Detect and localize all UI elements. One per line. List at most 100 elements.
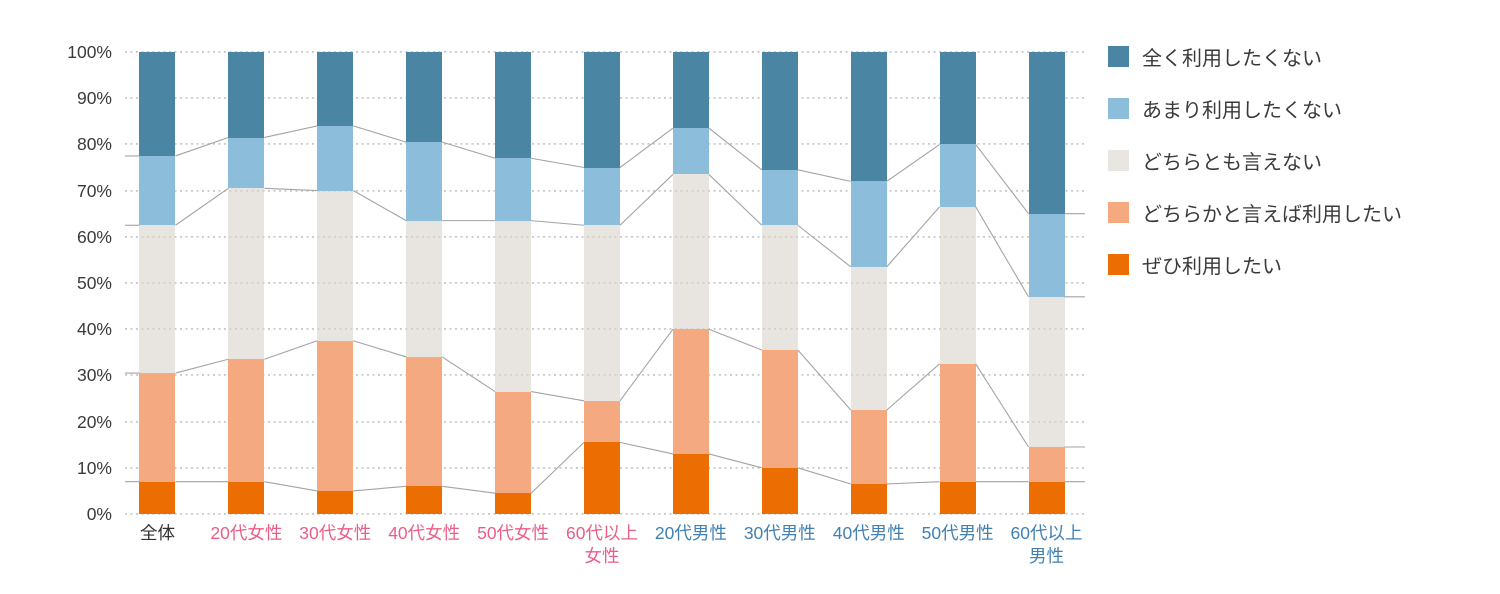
bar-segment	[495, 220, 532, 392]
connector-line	[797, 169, 851, 182]
plot-area	[113, 51, 1091, 515]
legend-swatch-icon	[1108, 202, 1129, 223]
y-tick-label: 40%	[76, 319, 112, 340]
connector-line	[353, 190, 407, 222]
x-tick-label: 40代女性	[388, 523, 461, 543]
bar-segment	[939, 144, 976, 207]
x-tick-label: 20代男性	[654, 523, 727, 543]
connector-line	[530, 391, 585, 402]
bar-segment	[317, 52, 354, 126]
legend-label: ぜひ利用したい	[1142, 256, 1282, 278]
connector-line	[619, 127, 674, 168]
bar-column-9	[850, 52, 887, 514]
connector-line	[441, 356, 496, 393]
bar-column-3	[317, 52, 354, 514]
y-tick-label: 0%	[86, 504, 112, 524]
y-tick-label: 80%	[76, 134, 112, 155]
connector-line	[886, 363, 940, 411]
connector-line	[530, 157, 585, 169]
bar-column-7	[672, 52, 709, 514]
bar-segment	[317, 340, 354, 491]
connector-line	[175, 358, 229, 374]
bar-segment	[584, 167, 620, 226]
bar-segment	[1028, 52, 1065, 214]
bar-segment	[406, 220, 443, 357]
bar-segment	[850, 483, 887, 514]
connector-line	[264, 125, 318, 139]
bar-segment	[139, 52, 176, 156]
connector-line	[175, 187, 229, 226]
connector-line	[264, 187, 318, 192]
y-tick-label: 90%	[76, 88, 112, 109]
x-tick-label: 50代女性	[477, 523, 550, 543]
bar-segment	[139, 155, 176, 226]
legend-swatch-icon	[1108, 150, 1129, 171]
bar-segment	[495, 52, 532, 159]
bar-segment	[850, 410, 887, 484]
bar-segment	[850, 181, 887, 267]
bar-segment	[228, 359, 265, 482]
bar-segment	[1028, 447, 1065, 482]
bar-segment	[672, 128, 709, 175]
grid-line	[125, 51, 1085, 53]
bar-segment	[406, 142, 443, 221]
bar-segment	[761, 350, 798, 468]
connector-line	[708, 127, 763, 171]
connector-line	[530, 441, 585, 494]
connector-line	[619, 441, 674, 455]
connector-line	[797, 349, 852, 411]
connector-line	[353, 485, 407, 492]
bar-segment	[139, 481, 176, 514]
bar-segment	[761, 169, 798, 226]
bar-segment	[850, 52, 887, 182]
bar-segment	[939, 52, 976, 145]
legend-swatch-icon	[1108, 46, 1129, 67]
legend-item: 全く利用したくない	[1108, 46, 1402, 70]
bar-segment	[850, 266, 887, 411]
connector-line	[264, 481, 318, 492]
y-tick-label: 10%	[76, 457, 112, 478]
y-tick-label: 50%	[76, 273, 112, 293]
x-tick-label: 20代女性	[210, 523, 283, 543]
bar-segment	[939, 363, 976, 482]
legend-swatch-icon	[1108, 254, 1129, 275]
bar-segment	[317, 490, 354, 514]
connector-line	[619, 174, 674, 226]
x-tick-label: 40代男性	[832, 523, 905, 543]
bar-segment	[495, 158, 532, 221]
connector-line	[886, 206, 941, 268]
connector-line	[975, 144, 1029, 215]
legend-item: どちらかと言えば利用したい	[1108, 202, 1402, 226]
bar-segment	[672, 52, 709, 129]
x-tick-label: 30代女性	[299, 523, 372, 543]
x-tick-label: 30代男性	[743, 523, 816, 543]
bar-column-6	[584, 52, 620, 514]
bar-segment	[939, 206, 976, 364]
connector-line	[353, 125, 407, 143]
connector-line	[175, 136, 229, 157]
bar-segment	[406, 356, 443, 487]
legend-item: あまり利用したくない	[1108, 98, 1402, 122]
legend-item: どちらとも言えない	[1108, 150, 1402, 174]
y-tick-label: 100%	[67, 42, 112, 62]
bar-segment	[672, 329, 709, 454]
bar-segment	[672, 453, 709, 514]
connector-line	[353, 340, 407, 358]
bar-segment	[228, 188, 265, 360]
connector-line	[797, 467, 851, 485]
bar-segment	[584, 225, 620, 401]
bar-segment	[139, 225, 176, 374]
connector-line	[442, 141, 496, 159]
connector-line	[708, 174, 763, 226]
legend-item: ぜひ利用したい	[1108, 254, 1402, 278]
x-tick-label: 60代以上 女性	[566, 523, 638, 566]
y-tick-label: 20%	[76, 411, 112, 432]
bar-segment	[317, 190, 354, 341]
connector-line	[975, 206, 1030, 298]
legend: 全く利用したくない あまり利用したくない どちらとも言えない どちらかと言えば利用した…	[1108, 46, 1402, 306]
bar-segment	[761, 52, 798, 170]
connector-line	[619, 328, 674, 402]
bar-segment	[228, 137, 265, 189]
bar-segment	[761, 225, 798, 351]
connector-line	[708, 328, 763, 351]
